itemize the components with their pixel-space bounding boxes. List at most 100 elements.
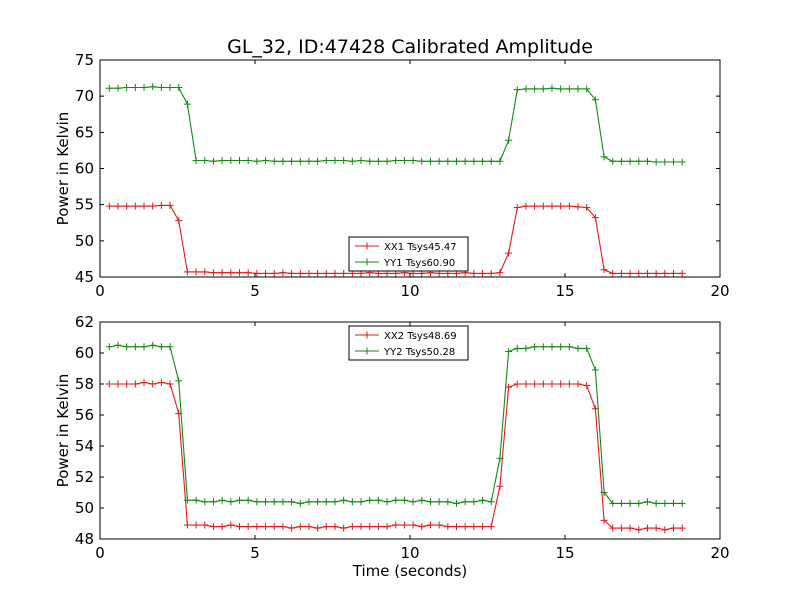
data-point	[470, 157, 478, 165]
legend-box	[348, 325, 469, 361]
data-point	[617, 524, 625, 532]
data-point	[591, 214, 599, 222]
data-point	[626, 499, 634, 507]
data-point	[209, 157, 217, 165]
data-point	[409, 498, 417, 506]
data-point	[383, 523, 391, 531]
data-point	[496, 482, 504, 490]
y-tick-label: 75	[75, 51, 94, 69]
data-point	[583, 85, 591, 93]
data-point	[244, 496, 252, 504]
data-point	[218, 496, 226, 504]
data-point	[505, 249, 513, 257]
data-point	[288, 498, 296, 506]
data-point	[626, 524, 634, 532]
data-point	[539, 380, 547, 388]
data-point	[201, 268, 209, 276]
data-point	[157, 343, 165, 351]
data-point	[513, 204, 521, 212]
data-point	[635, 157, 643, 165]
data-point	[331, 523, 339, 531]
data-point	[418, 157, 426, 165]
data-point	[565, 202, 573, 210]
data-point	[652, 158, 660, 166]
data-point	[583, 344, 591, 352]
legend-label: YY2 Tsys50.28	[383, 347, 455, 358]
data-point	[461, 498, 469, 506]
data-point	[392, 521, 400, 529]
data-point	[513, 86, 521, 94]
data-point	[418, 523, 426, 531]
y-tick-label: 60	[75, 344, 94, 362]
data-point	[244, 157, 252, 165]
data-point	[487, 498, 495, 506]
legend-marker	[363, 242, 371, 250]
data-point	[652, 524, 660, 532]
data-point	[296, 523, 304, 531]
data-point	[296, 157, 304, 165]
data-point	[131, 380, 139, 388]
data-point	[661, 499, 669, 507]
data-point	[314, 269, 322, 277]
figure-title: GL_32, ID:47428 Calibrated Amplitude	[227, 36, 593, 58]
data-point	[565, 85, 573, 93]
x-tick-label: 15	[555, 282, 574, 300]
data-point	[183, 496, 191, 504]
data-point	[140, 343, 148, 351]
data-point	[236, 157, 243, 165]
data-point	[661, 526, 669, 534]
data-point	[548, 343, 556, 351]
data-point	[678, 524, 686, 532]
data-point	[678, 158, 686, 166]
data-point	[114, 202, 122, 210]
data-point	[149, 83, 157, 91]
legend-1: XX1 Tsys45.47 YY1 Tsys60.90	[348, 236, 469, 272]
data-point	[253, 498, 261, 506]
data-point	[522, 344, 530, 352]
data-point	[609, 499, 617, 507]
y-tick-label: 56	[75, 406, 94, 424]
data-point	[314, 157, 322, 165]
data-point	[626, 269, 634, 277]
data-point	[496, 157, 504, 165]
data-point	[609, 269, 617, 277]
data-point	[105, 202, 113, 210]
data-point	[470, 523, 478, 531]
data-point	[522, 202, 530, 210]
x-axis-label: Time (seconds)	[352, 562, 468, 580]
data-point	[331, 498, 339, 506]
data-point	[643, 269, 651, 277]
data-point	[123, 380, 131, 388]
data-point	[479, 157, 487, 165]
data-point	[635, 269, 643, 277]
data-point	[270, 523, 278, 531]
data-point	[166, 201, 174, 209]
data-point	[531, 85, 539, 93]
data-point	[374, 523, 382, 531]
data-point	[479, 496, 487, 504]
data-point	[383, 157, 391, 165]
data-point	[305, 157, 313, 165]
x-tick-label: 10	[400, 282, 419, 300]
data-point	[461, 157, 469, 165]
data-point	[227, 521, 235, 529]
data-point	[557, 380, 565, 388]
data-point	[392, 157, 400, 165]
data-point	[366, 496, 374, 504]
data-point	[166, 343, 174, 351]
data-point	[643, 498, 651, 506]
data-point	[166, 83, 174, 91]
data-point	[670, 524, 677, 532]
data-point	[192, 521, 200, 529]
data-point	[557, 343, 565, 351]
data-point	[400, 157, 408, 165]
data-point	[548, 202, 556, 210]
data-point	[609, 524, 617, 532]
data-point	[105, 84, 113, 92]
data-point	[183, 100, 191, 108]
data-point	[574, 380, 582, 388]
data-point	[183, 268, 191, 276]
y-tick-label: 54	[75, 437, 94, 455]
data-point	[314, 498, 322, 506]
